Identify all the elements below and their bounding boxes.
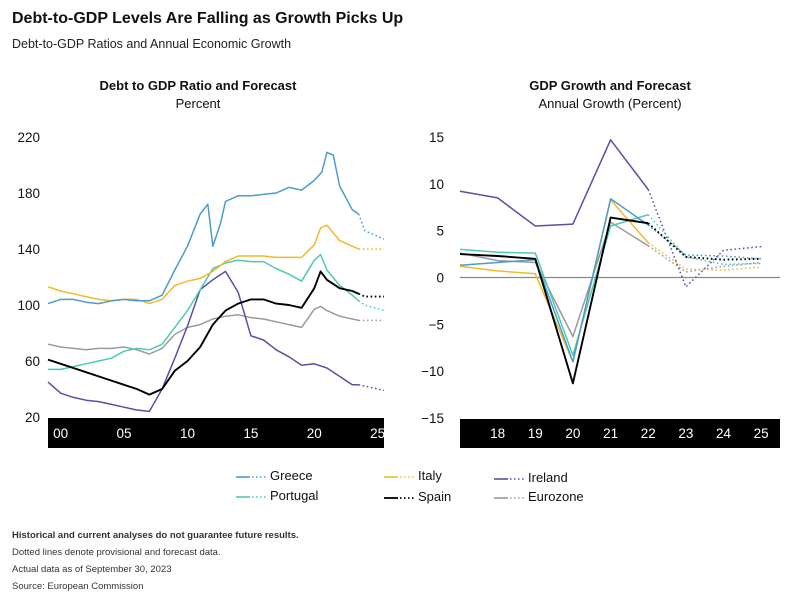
debt-forecast-ireland [358,384,385,392]
legend-label-spain: Spain [418,489,452,504]
debt-chart-subtitle: Percent [175,96,221,111]
gdp-line-spain [459,216,649,385]
gdp-xtick-label: 23 [678,426,693,441]
page-title: Debt-to-GDP Levels Are Falling as Growth… [12,10,404,27]
legend-label-ireland: Ireland [528,470,568,485]
gdp-ytick-label: 0 [436,271,444,286]
asof-note: Actual data as of September 30, 2023 [12,564,172,575]
debt-line-italy [47,224,359,305]
legend-label-italy: Italy [418,468,442,483]
debt-line-eurozone [47,305,359,355]
legend-label-greece: Greece [270,468,313,483]
gdp-ytick-label: 5 [436,224,444,239]
debt-forecast-portugal [358,300,385,312]
gdp-chart-title: GDP Growth and Forecast [529,78,691,93]
gdp-chart-subtitle: Annual Growth (Percent) [538,96,682,111]
gdp-xtick-label: 18 [490,426,505,441]
gdp-xaxis-band [460,419,780,448]
gdp-ytick-label: −5 [429,317,444,332]
gdp-xtick-label: 19 [528,426,543,441]
debt-line-greece [47,151,360,305]
gdp-forecast-spain [647,222,762,261]
gdp-line-ireland [459,139,649,227]
gdp-xtick-label: 24 [716,426,732,441]
debt-line-portugal [48,253,360,371]
debt-ytick-label: 140 [17,242,40,257]
debt-ytick-label: 180 [17,186,40,201]
gdp-ytick-label: 15 [429,130,444,145]
gdp-forecast-ireland [647,189,762,289]
debt-forecast-spain [358,292,384,298]
debt-ytick-label: 100 [17,298,40,313]
debt-xtick-label: 25 [370,426,385,441]
gdp-xtick-label: 22 [641,426,656,441]
debt-forecast-greece [357,213,385,240]
debt-xtick-label: 20 [307,426,322,441]
gdp-forecast-portugal [647,214,762,266]
debt-xtick-label: 10 [180,426,195,441]
page-subtitle: Debt-to-GDP Ratios and Annual Economic G… [12,37,292,51]
gdp-ytick-label: −15 [421,411,444,426]
disclaimer: Historical and current analyses do not g… [12,530,299,541]
debt-line-ireland [47,270,359,413]
gdp-line-portugal [459,213,649,356]
debt-line-spain [47,270,359,396]
debt-xtick-label: 00 [53,426,68,441]
gdp-forecast-greece [647,224,762,260]
debt-chart-title: Debt to GDP Ratio and Forecast [99,78,297,93]
gdp-ytick-label: −10 [421,364,444,379]
gdp-line-italy [459,199,649,363]
debt-ytick-label: 60 [25,354,40,369]
gdp-xtick-label: 25 [754,426,769,441]
gdp-xtick-label: 20 [565,426,580,441]
gdp-xtick-label: 21 [603,426,618,441]
forecast-note: Dotted lines denote provisional and fore… [12,547,221,558]
legend-label-portugal: Portugal [270,488,319,503]
debt-ytick-label: 20 [25,410,40,425]
source-note: Source: European Commission [12,581,144,592]
debt-xaxis-band [48,418,384,448]
legend-label-eurozone: Eurozone [528,489,584,504]
gdp-forecast-italy [647,242,762,271]
debt-xtick-label: 05 [117,426,132,441]
debt-xtick-label: 15 [243,426,258,441]
debt-ytick-label: 220 [17,130,40,145]
gdp-ytick-label: 10 [429,177,444,192]
gdp-line-eurozone [459,221,649,338]
gdp-line-greece [459,198,649,363]
